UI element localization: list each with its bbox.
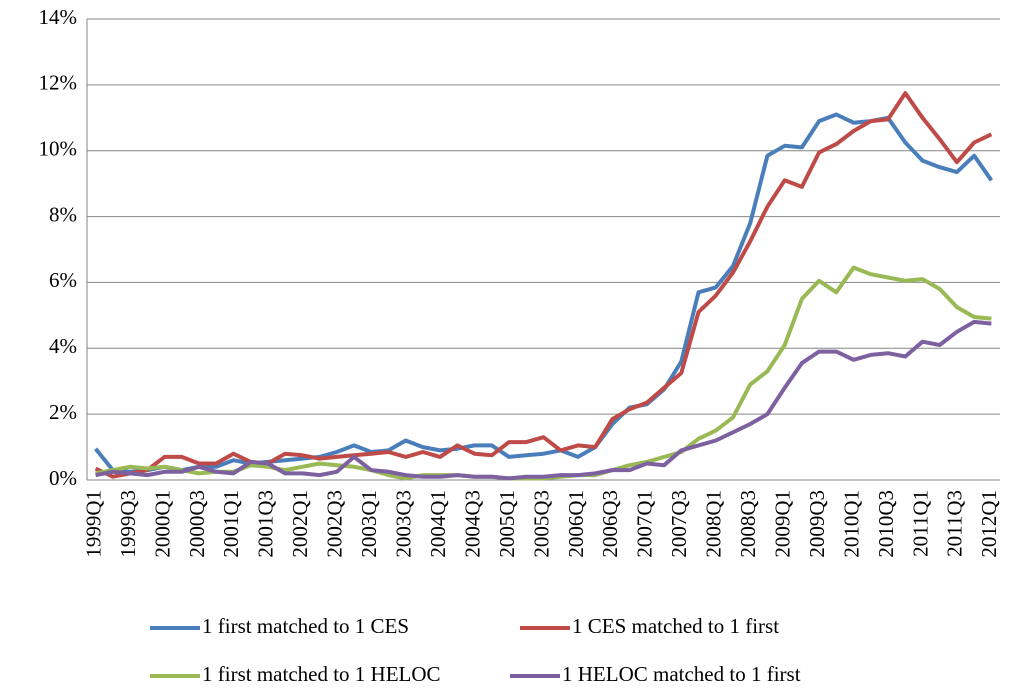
y-tick-label: 2%	[49, 400, 77, 424]
x-tick-label: 1999Q1	[81, 490, 105, 558]
legend-label: 1 HELOC matched to 1 first	[562, 662, 801, 686]
x-tick-label: 1999Q3	[116, 490, 140, 558]
legend-label: 1 CES matched to 1 first	[572, 614, 779, 638]
x-tick-label: 2010Q1	[839, 490, 863, 558]
y-tick-label: 6%	[49, 268, 77, 292]
x-tick-label: 2001Q3	[254, 490, 278, 558]
x-tick-label: 2005Q3	[529, 490, 553, 558]
x-tick-label: 2001Q1	[219, 490, 243, 558]
x-tick-label: 2004Q3	[460, 490, 484, 558]
y-tick-label: 0%	[49, 466, 77, 490]
x-tick-label: 2011Q3	[943, 490, 967, 557]
x-tick-label: 2002Q1	[288, 490, 312, 558]
x-tick-label: 2000Q3	[185, 490, 209, 558]
y-tick-label: 10%	[39, 137, 78, 161]
x-tick-label: 2006Q1	[564, 490, 588, 558]
legend-label: 1 first matched to 1 HELOC	[202, 662, 441, 686]
y-tick-label: 14%	[39, 5, 78, 29]
x-tick-label: 2004Q1	[426, 490, 450, 558]
x-tick-label: 2007Q1	[633, 490, 657, 558]
y-tick-label: 8%	[49, 202, 77, 226]
x-tick-label: 2011Q1	[908, 490, 932, 557]
x-tick-label: 2003Q3	[392, 490, 416, 558]
x-tick-label: 2006Q3	[598, 490, 622, 558]
legend-entry: 1 CES matched to 1 first	[520, 614, 779, 638]
x-tick-label: 2010Q3	[874, 490, 898, 558]
series-line	[95, 265, 992, 481]
series-line	[94, 112, 994, 474]
x-tick-label: 2003Q1	[357, 490, 381, 558]
x-tick-label: 2005Q1	[495, 490, 519, 558]
x-tick-label: 2008Q1	[702, 490, 726, 558]
legend-entry: 1 first matched to 1 CES	[150, 614, 409, 638]
x-tick-label: 2012Q1	[977, 490, 1001, 558]
x-tick-label: 2009Q1	[770, 490, 794, 558]
x-tick-label: 2009Q3	[805, 490, 829, 558]
x-tick-label: 2002Q3	[323, 490, 347, 558]
legend-label: 1 first matched to 1 CES	[202, 614, 409, 638]
x-tick-label: 2007Q3	[667, 490, 691, 558]
y-tick-label: 12%	[39, 71, 78, 95]
series-line	[94, 91, 993, 479]
legend-entry: 1 HELOC matched to 1 first	[510, 662, 801, 686]
x-tick-label: 2000Q1	[150, 490, 174, 558]
x-tick-label: 2008Q3	[736, 490, 760, 558]
y-tick-label: 4%	[49, 334, 77, 358]
series-line	[95, 319, 992, 481]
legend-entry: 1 first matched to 1 HELOC	[150, 662, 441, 686]
